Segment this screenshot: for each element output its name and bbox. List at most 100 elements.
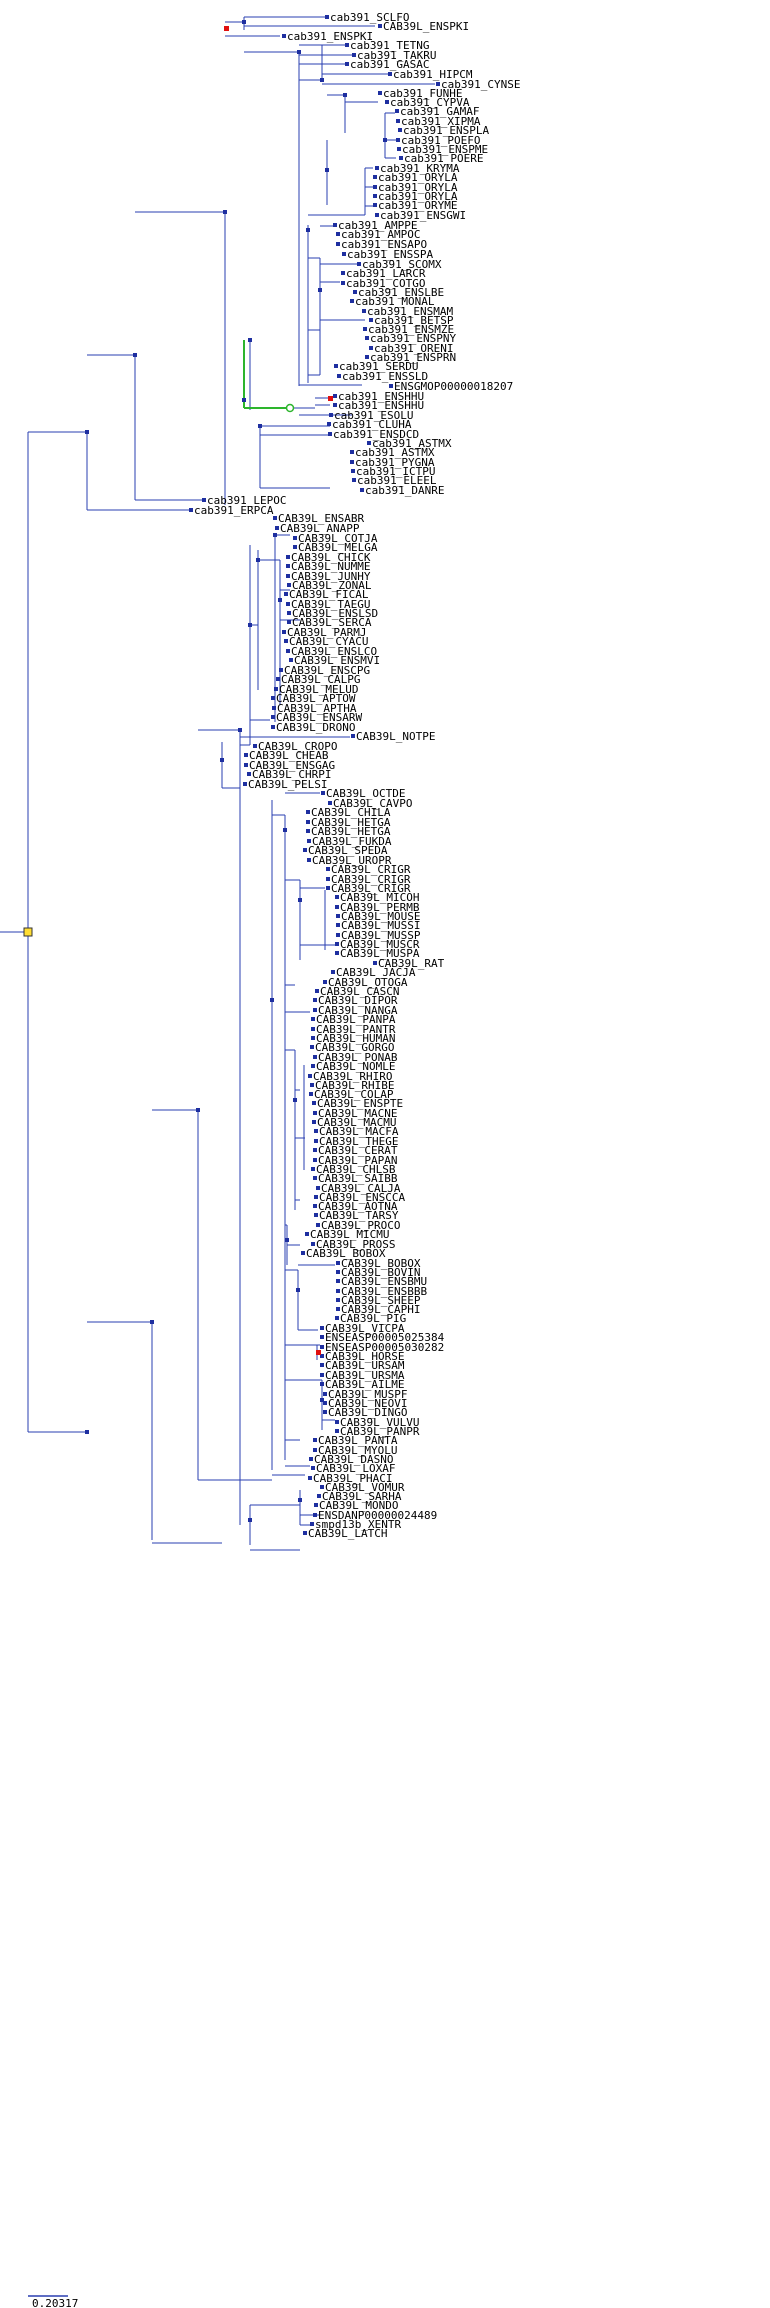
leaf-label[interactable]: CAB39L_SARHA — [322, 1490, 402, 1503]
leaf-label[interactable]: CAB39L_PAPAN — [318, 1154, 397, 1167]
leaf-label[interactable]: CAB39L_MICMU — [310, 1228, 389, 1241]
leaf-label[interactable]: CAB39L_PANPR — [340, 1425, 420, 1438]
leaf-label[interactable]: CAB39L_CHICK — [291, 551, 371, 564]
leaf-label[interactable]: cab391_ENSHHU — [338, 399, 424, 412]
leaf-label[interactable]: CAB39L_HORSE — [325, 1350, 404, 1363]
leaf-label[interactable]: cab391_ENSMZE — [368, 323, 454, 336]
leaf-label[interactable]: cab391_ENSHHU — [338, 390, 424, 403]
leaf-label[interactable]: CAB39L_THEGE — [319, 1135, 398, 1148]
leaf-label[interactable]: CAB39L_JACJA — [336, 966, 416, 979]
leaf-label[interactable]: cab391_POEFO — [401, 134, 480, 147]
leaf-label[interactable]: CAB39L_APTOW — [276, 692, 356, 705]
leaf-label[interactable]: CAB39L_ZONAL — [292, 579, 372, 592]
leaf-label[interactable]: cab391_ENSPLA — [403, 124, 489, 137]
leaf-label[interactable]: ENSEASP00005025384 — [325, 1331, 445, 1344]
leaf-label[interactable]: CAB39L_MICOH — [340, 891, 419, 904]
leaf-label[interactable]: cab391_ENSMAM — [367, 305, 453, 318]
leaf-label[interactable]: CAB39L_SHEEP — [341, 1294, 421, 1307]
leaf-label[interactable]: cab391_SCLFO — [330, 11, 409, 24]
leaf-label[interactable]: cab391_TAKRU — [357, 49, 436, 62]
leaf-label[interactable]: CAB39L_NOTPE — [356, 730, 435, 743]
leaf-label[interactable]: CAB39L_ENSCCA — [319, 1191, 405, 1204]
leaf-label[interactable]: cab391_ENSDCD — [333, 428, 419, 441]
leaf-label[interactable]: smpd13b_XENTR — [315, 1518, 401, 1531]
leaf-label[interactable]: CAB39L_JUNHY — [291, 570, 371, 583]
leaf-label[interactable]: CAB39L_MACFA — [319, 1125, 399, 1138]
leaf-label[interactable]: CAB39L_ENSMVI — [294, 654, 380, 667]
leaf-label[interactable]: CAB39L_VOMUR — [325, 1481, 405, 1494]
leaf-label[interactable]: CAB39L_DIPOR — [318, 994, 398, 1007]
leaf-label[interactable]: cab391_ORYLA — [378, 181, 458, 194]
leaf-label[interactable]: CAB39L_DINGO — [328, 1406, 407, 1419]
leaf-label[interactable]: CAB39L_PANPA — [316, 1013, 396, 1026]
leaf-label[interactable]: CAB39L_SAIBB — [318, 1172, 398, 1185]
leaf-label[interactable]: CAB39L_NOMLE — [316, 1060, 395, 1073]
leaf-label[interactable]: CAB39L_BOBOX — [341, 1257, 421, 1270]
leaf-label[interactable]: CAB39L_LOXAF — [316, 1462, 395, 1475]
leaf-label[interactable]: cab391_TETNG — [350, 39, 429, 52]
leaf-label[interactable]: CAB39L_ENSGAG — [249, 759, 335, 772]
leaf-label[interactable]: cab391_CYPVA — [390, 96, 470, 109]
leaf-label[interactable]: cab391_LEPOC — [207, 494, 286, 507]
leaf-label[interactable]: CAB39L_PONAB — [318, 1051, 398, 1064]
leaf-label[interactable]: CAB39L_RAT — [378, 957, 445, 970]
leaf-label[interactable]: CAB39L_MUSSP — [341, 929, 421, 942]
leaf-label[interactable]: CAB39L_CRIGR — [331, 863, 411, 876]
leaf-label[interactable]: CAB39L_PERMB — [340, 901, 420, 914]
leaf-label[interactable]: CAB39L_ENSPKI — [383, 20, 469, 33]
leaf-label[interactable]: CAB39L_BOBOX — [306, 1247, 386, 1260]
leaf-label[interactable]: CAB39L_URSMA — [325, 1369, 405, 1382]
leaf-label[interactable]: CAB39L_CALPG — [281, 673, 360, 686]
leaf-label[interactable]: CAB39L_TARSY — [319, 1209, 399, 1222]
leaf-label[interactable]: cab391_ORYLA — [378, 190, 458, 203]
leaf-label[interactable]: CAB39L_COTJA — [298, 532, 378, 545]
leaf-label[interactable]: CAB39L_ANAPP — [280, 522, 360, 535]
leaf-label[interactable]: cab391_FUNHE — [383, 87, 462, 100]
leaf-label[interactable]: CAB39L_MELGA — [298, 541, 378, 554]
leaf-label[interactable]: cab391_CYNSE — [441, 78, 520, 91]
leaf-label[interactable]: CAB39L_PANTR — [316, 1023, 396, 1036]
leaf-label[interactable]: CAB39L_PELSI — [248, 778, 327, 791]
leaf-label[interactable]: ENSGMOP00000018207 — [394, 380, 513, 393]
leaf-label[interactable]: CAB39L_BOVIN — [341, 1266, 420, 1279]
leaf-label[interactable]: cab391_ENSSPA — [347, 248, 433, 261]
leaf-label[interactable]: CAB39L_CHILA — [311, 806, 391, 819]
leaf-label[interactable]: CAB39L_HUMAN — [316, 1032, 395, 1045]
leaf-label[interactable]: CAB39L_CROPO — [258, 740, 337, 753]
leaf-label[interactable]: CAB39L_CALJA — [321, 1182, 401, 1195]
leaf-label[interactable]: CAB39L_ENSPTE — [317, 1097, 403, 1110]
leaf-label[interactable]: cab391_KRYMA — [380, 162, 460, 175]
leaf-label[interactable]: CAB39L_MOUSE — [341, 910, 420, 923]
leaf-label[interactable]: CAB39L_AOTNA — [318, 1200, 398, 1213]
leaf-label[interactable]: cab391_SCOMX — [362, 258, 442, 271]
leaf-label[interactable]: CAB39L_NUMME — [291, 560, 370, 573]
leaf-label[interactable]: ENSEASP00005030282 — [325, 1341, 444, 1354]
leaf-label[interactable]: cab391_DANRE — [365, 484, 444, 497]
leaf-label[interactable]: cab391_ORENI — [374, 342, 453, 355]
leaf-label[interactable]: CAB39L_PANTA — [318, 1434, 398, 1447]
root-node[interactable] — [23, 927, 33, 937]
leaf-label[interactable]: CAB39L_PROCO — [321, 1219, 400, 1232]
leaf-label[interactable]: CAB39L_FICAL — [289, 588, 369, 601]
leaf-label[interactable]: CAB39L_APTHA — [277, 702, 357, 715]
selected-node[interactable] — [285, 403, 295, 413]
leaf-label[interactable]: CAB39L_CHLSB — [316, 1163, 396, 1176]
leaf-label[interactable]: CAB39L_DASNO — [314, 1453, 393, 1466]
leaf-label[interactable]: CAB39L_COLAP — [314, 1088, 394, 1101]
leaf-label[interactable]: CAB39L_MACMU — [317, 1116, 396, 1129]
leaf-label[interactable]: CAB39L_MELUD — [279, 683, 358, 696]
leaf-label[interactable]: cab391_AMPPE — [338, 219, 417, 232]
leaf-label[interactable]: CAB39L_CAPHI — [341, 1303, 420, 1316]
leaf-label[interactable]: CAB39L_PROSS — [316, 1238, 395, 1251]
leaf-label[interactable]: CAB39L_RHIBE — [315, 1079, 394, 1092]
leaf-label[interactable]: cab391_ICTPU — [356, 465, 435, 478]
leaf-label[interactable]: cab391_ENSGWI — [380, 209, 466, 222]
leaf-label[interactable]: CAB39L_OTOGA — [328, 976, 408, 989]
leaf-label[interactable]: CAB39L_LATCH — [308, 1527, 387, 1540]
leaf-label[interactable]: CAB39L_HETGA — [311, 825, 391, 838]
leaf-label[interactable]: CAB39L_MUSSI — [341, 919, 420, 932]
leaf-label[interactable]: CAB39L_CHEAB — [249, 749, 329, 762]
leaf-label[interactable]: CAB39L_CYACU — [289, 635, 368, 648]
leaf-label[interactable]: cab391_ORYME — [378, 199, 457, 212]
leaf-label[interactable]: CAB39L_CHRPI — [252, 768, 331, 781]
